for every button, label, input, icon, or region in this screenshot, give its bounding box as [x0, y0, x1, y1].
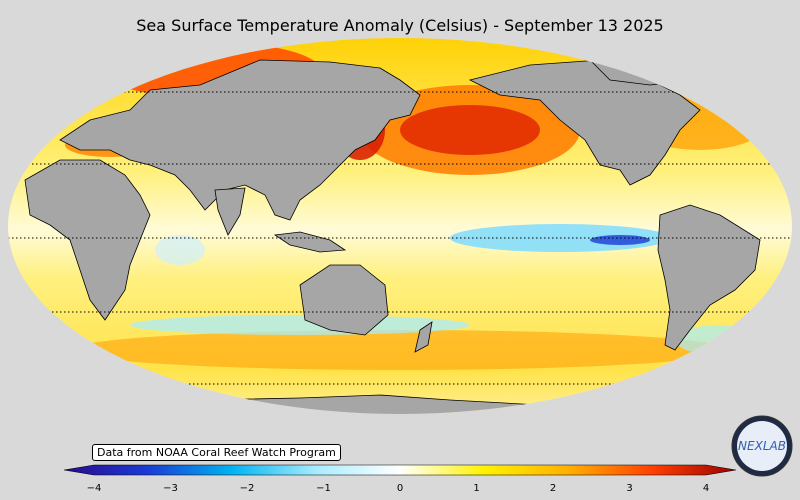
nexlab-logo: NEXLAB [731, 415, 793, 477]
colorbar-tick-label: −3 [163, 483, 178, 494]
latitude-gridlines [8, 91, 792, 385]
antarctica-landmass [129, 394, 671, 414]
new-zealand-landmass [414, 321, 433, 353]
colorbar-tick-label: −1 [316, 483, 331, 494]
colorbar [63, 464, 737, 476]
colorbar-bar [63, 464, 737, 476]
colorbar-tick-label: 3 [626, 483, 633, 494]
data-credit-label: Data from NOAA Coral Reef Watch Program [92, 444, 341, 461]
australia-landmass [299, 264, 389, 336]
map-title: Sea Surface Temperature Anomaly (Celsius… [136, 16, 664, 35]
colorbar-tick-label: 0 [396, 483, 404, 494]
southern-ocean-warm-band [70, 330, 730, 370]
southeast-asia-islands [273, 231, 347, 253]
eurasia-landmass [59, 59, 421, 221]
equatorial-pacific-cold-core [590, 235, 650, 245]
africa-landmass [24, 159, 151, 321]
indian-ocean-cool-anomaly [155, 235, 205, 265]
south-america-landmass [657, 204, 761, 351]
southern-ocean-cool-band [130, 315, 470, 335]
colorbar-tick-label: −2 [239, 483, 255, 494]
sst-anomaly-map [8, 38, 792, 414]
colorbar-tick-label: 1 [473, 483, 480, 494]
svg-text:NEXLAB: NEXLAB [738, 439, 786, 453]
colorbar-tick-label: 2 [549, 483, 557, 494]
north-pacific-hot-anomaly [400, 105, 540, 155]
colorbar-tick-label: 4 [702, 483, 710, 494]
india-landmass [214, 187, 246, 236]
colorbar-tick-label: −4 [86, 483, 102, 494]
